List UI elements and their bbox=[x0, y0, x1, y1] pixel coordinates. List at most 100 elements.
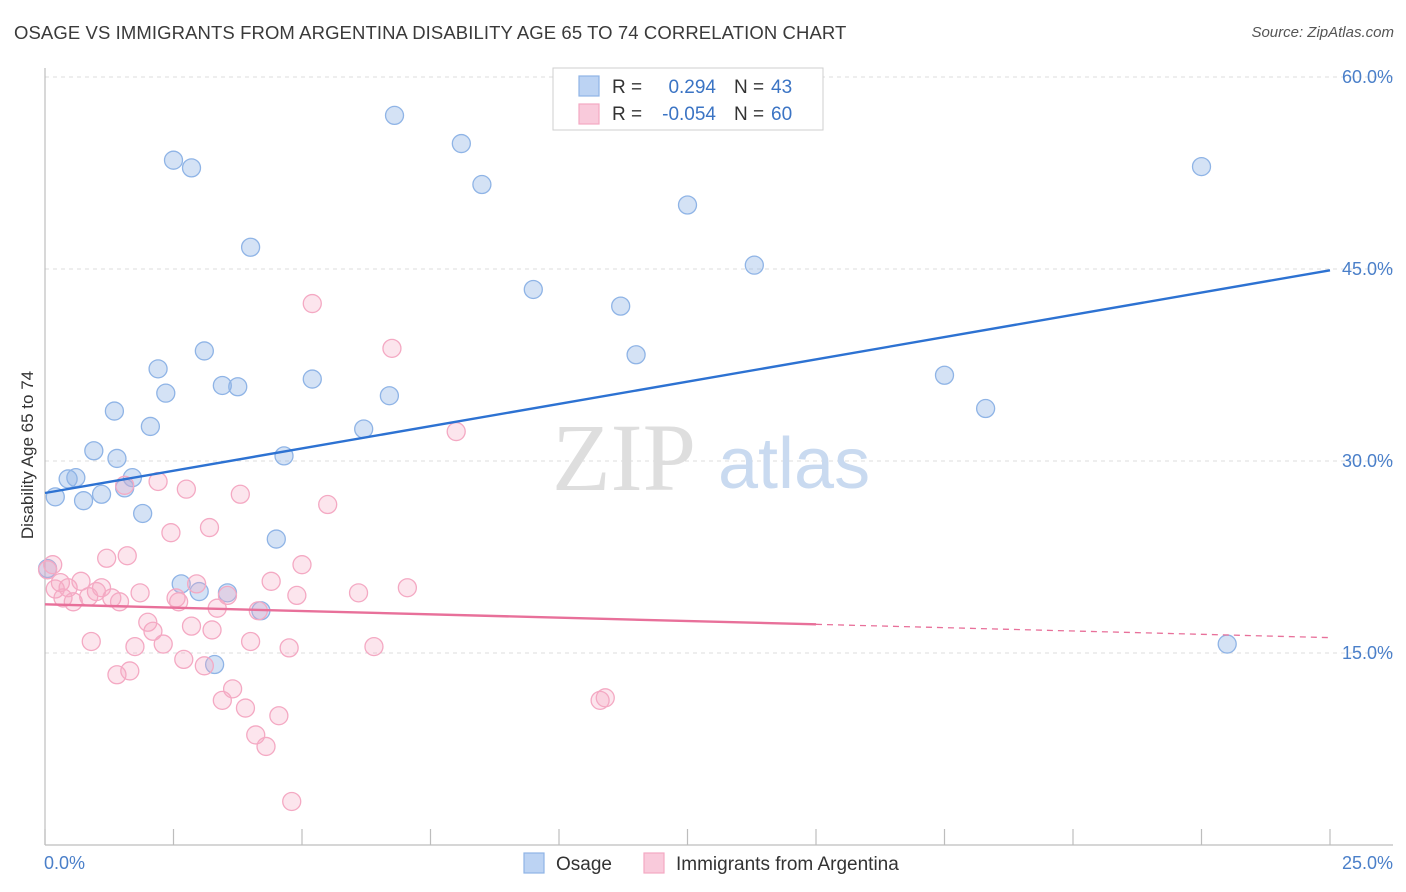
y-axis-title: Disability Age 65 to 74 bbox=[18, 371, 37, 539]
osage-point-18 bbox=[189, 581, 209, 602]
argentina-point-48 bbox=[348, 583, 369, 603]
legend-r-label-1: R = bbox=[612, 104, 642, 125]
argentina-point-24 bbox=[174, 649, 194, 670]
trend-line-0 bbox=[44, 269, 1331, 495]
legend-swatch-argentina bbox=[578, 103, 600, 125]
osage-point-3 bbox=[66, 467, 86, 488]
argentina-point-16 bbox=[125, 636, 145, 657]
osage-point-29 bbox=[354, 419, 374, 439]
argentina-point-29 bbox=[199, 517, 220, 538]
legend-n-value-1: 60 bbox=[771, 104, 792, 125]
argentina-point-26 bbox=[181, 616, 202, 636]
osage-point-28 bbox=[302, 369, 322, 389]
argentina-point-57 bbox=[109, 592, 130, 612]
osage-point-6 bbox=[91, 484, 112, 504]
x-tick-label-max: 25.0% bbox=[1342, 853, 1393, 873]
argentina-point-34 bbox=[222, 679, 243, 699]
bottom-legend-swatch-osage bbox=[523, 852, 545, 874]
argentina-point-30 bbox=[202, 620, 222, 640]
argentina-point-10 bbox=[97, 548, 117, 568]
argentina-point-33 bbox=[217, 585, 238, 606]
argentina-point-55 bbox=[43, 555, 63, 575]
osage-point-35 bbox=[611, 296, 631, 316]
argentina-point-53 bbox=[590, 690, 610, 711]
trend-lines bbox=[44, 269, 1331, 639]
osage-point-38 bbox=[744, 255, 764, 275]
bottom-legend-osage: Osage bbox=[556, 854, 612, 875]
argentina-point-44 bbox=[282, 791, 302, 812]
osage-point-30 bbox=[379, 386, 400, 406]
osage-point-39 bbox=[934, 365, 955, 385]
argentina-point-17 bbox=[130, 583, 150, 603]
legend-swatch-osage bbox=[578, 75, 600, 97]
legend-n-label-1: N = bbox=[734, 104, 764, 125]
osage-point-11 bbox=[133, 503, 153, 524]
axes bbox=[44, 68, 1393, 846]
osage-point-40 bbox=[975, 398, 996, 419]
argentina-point-59 bbox=[287, 585, 307, 606]
y-tick-label: 45.0% bbox=[1342, 259, 1393, 279]
osage-point-15 bbox=[163, 150, 184, 170]
argentina-point-5 bbox=[71, 571, 91, 591]
argentina-point-37 bbox=[240, 631, 261, 652]
argentina-point-40 bbox=[256, 736, 276, 757]
argentina-point-9 bbox=[91, 578, 112, 598]
argentina-point-25 bbox=[176, 479, 197, 499]
source-label: Source: ZipAtlas.com bbox=[1251, 24, 1394, 41]
y-tick-label: 15.0% bbox=[1342, 643, 1393, 663]
osage-point-12 bbox=[140, 416, 161, 437]
osage-point-23 bbox=[228, 377, 248, 397]
osage-point-19 bbox=[194, 341, 214, 361]
osage-point-34 bbox=[523, 279, 543, 300]
trend-line-dashed-1 bbox=[815, 623, 1331, 639]
argentina-point-22 bbox=[161, 523, 181, 543]
argentina-point-50 bbox=[382, 338, 402, 359]
trend-line-1 bbox=[44, 603, 817, 626]
legend-n-label-0: N = bbox=[734, 77, 764, 98]
osage-point-21 bbox=[212, 375, 232, 396]
y-tick-labels: 15.0% 30.0% 45.0% 60.0% bbox=[1342, 67, 1393, 663]
osage-point-14 bbox=[156, 383, 176, 403]
bottom-legend-swatch-argentina bbox=[643, 852, 665, 874]
bottom-legend: Osage Immigrants from Argentina bbox=[523, 852, 899, 875]
argentina-point-18 bbox=[138, 612, 158, 632]
osage-point-41 bbox=[1191, 156, 1212, 177]
osage-point-42 bbox=[1217, 634, 1237, 654]
osage-point-5 bbox=[84, 441, 104, 461]
argentina-point-19 bbox=[143, 621, 163, 641]
osage-point-24 bbox=[240, 237, 261, 257]
osage-point-8 bbox=[107, 448, 127, 469]
argentina-point-2 bbox=[53, 588, 73, 608]
argentina-point-36 bbox=[235, 698, 256, 718]
chart-title: OSAGE VS IMMIGRANTS FROM ARGENTINA DISAB… bbox=[14, 22, 847, 43]
argentina-point-54 bbox=[595, 688, 615, 708]
osage-point-20 bbox=[204, 654, 225, 675]
bottom-legend-argentina: Immigrants from Argentina bbox=[676, 854, 899, 875]
argentina-point-43 bbox=[279, 638, 299, 658]
osage-point-7 bbox=[104, 401, 125, 421]
argentina-point-21 bbox=[153, 634, 173, 654]
argentina-point-51 bbox=[397, 578, 418, 598]
watermark-atlas: atlas bbox=[718, 424, 870, 504]
argentina-point-56 bbox=[50, 572, 71, 593]
osage-point-17 bbox=[181, 158, 202, 178]
argentina-point-41 bbox=[261, 571, 281, 591]
osage-point-13 bbox=[148, 359, 168, 379]
argentina-point-35 bbox=[230, 484, 250, 504]
osage-point-33 bbox=[472, 174, 492, 195]
series-argentina-points bbox=[37, 293, 615, 812]
osage-point-4 bbox=[73, 491, 94, 511]
legend-box: R = 0.294 N = 43 R = -0.054 N = 60 bbox=[552, 67, 824, 131]
x-tick-label-min: 0.0% bbox=[44, 853, 85, 873]
argentina-point-45 bbox=[292, 555, 312, 575]
osage-point-31 bbox=[384, 105, 405, 126]
legend-r-value-1: -0.054 bbox=[662, 104, 716, 125]
osage-point-26 bbox=[266, 529, 286, 549]
argentina-point-49 bbox=[364, 636, 384, 657]
osage-point-37 bbox=[677, 195, 698, 215]
legend-r-label-0: R = bbox=[612, 77, 642, 98]
y-tick-label: 30.0% bbox=[1342, 451, 1393, 471]
argentina-point-52 bbox=[446, 421, 466, 442]
argentina-point-14 bbox=[117, 546, 137, 566]
